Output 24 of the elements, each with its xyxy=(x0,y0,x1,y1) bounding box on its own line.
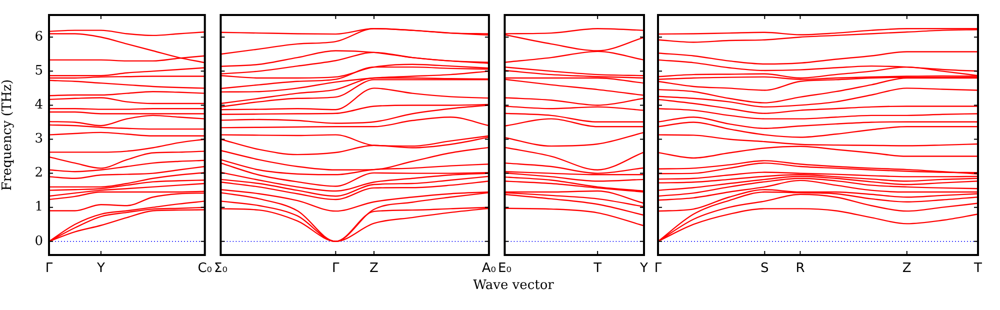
x-axis-title: Wave vector xyxy=(472,278,555,293)
x-tick-label: Γ xyxy=(45,261,54,276)
x-tick-label: Y xyxy=(96,261,105,276)
y-tick-label: 1 xyxy=(34,200,43,215)
x-tick-label: T xyxy=(592,261,602,276)
x-tick-label: A₀ xyxy=(482,261,496,276)
x-tick-label: Σ₀ xyxy=(214,261,228,276)
y-tick-label: 3 xyxy=(34,132,43,147)
x-tick-label: R xyxy=(796,261,805,276)
y-axis-title: Frequency (THz) xyxy=(0,79,16,191)
y-tick-label: 2 xyxy=(34,166,43,181)
x-tick-label: Y xyxy=(639,261,648,276)
x-tick-label: E₀ xyxy=(498,261,512,276)
y-tick-label: 6 xyxy=(34,30,43,45)
x-tick-label: T xyxy=(973,261,982,276)
x-tick-label: Γ xyxy=(332,261,340,276)
x-tick-label: Γ xyxy=(654,261,662,276)
y-tick-label: 4 xyxy=(34,98,43,113)
x-tick-label: Z xyxy=(902,261,912,276)
y-tick-label: 5 xyxy=(34,64,43,79)
x-tick-label: S xyxy=(760,261,769,276)
y-tick-label: 0 xyxy=(34,234,43,249)
x-tick-label: C₀ xyxy=(198,261,212,276)
x-tick-label: Z xyxy=(370,261,379,276)
